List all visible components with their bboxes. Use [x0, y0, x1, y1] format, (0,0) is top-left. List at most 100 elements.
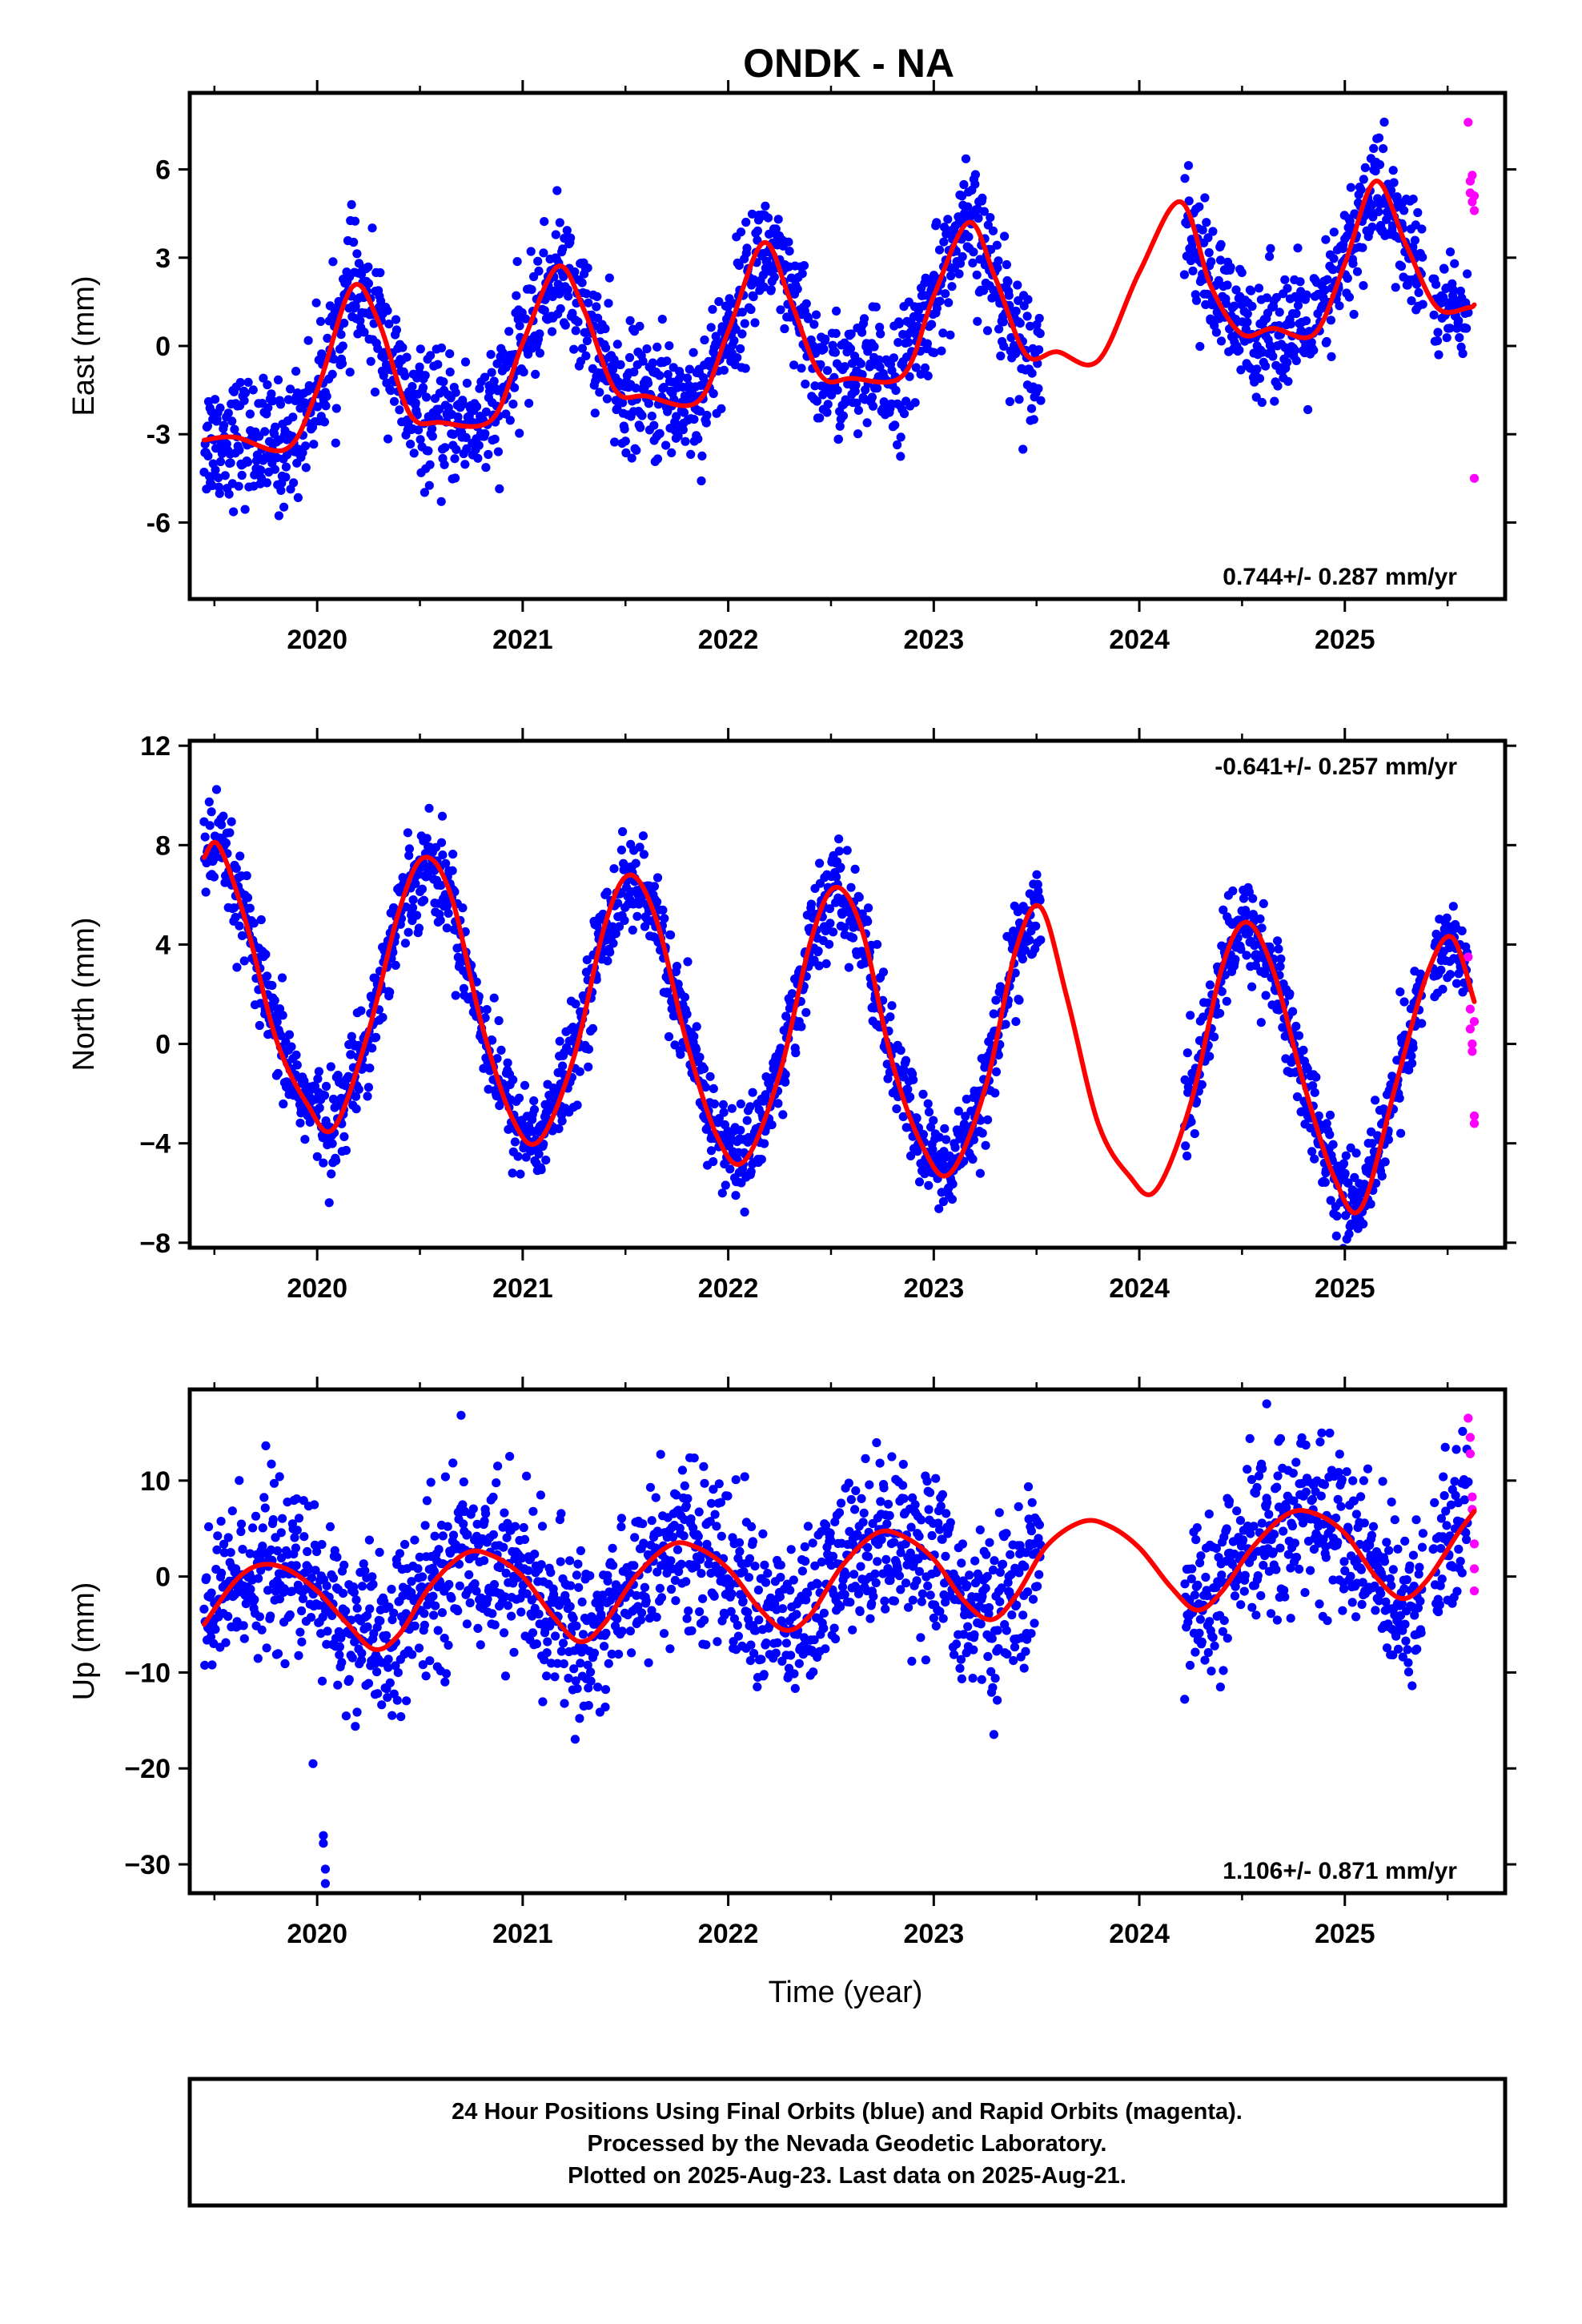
data-point — [1188, 266, 1198, 275]
data-point — [224, 489, 234, 499]
data-point — [1203, 233, 1213, 243]
data-point — [1407, 1051, 1416, 1061]
data-point — [364, 1535, 374, 1545]
data-point — [273, 1546, 283, 1556]
data-point — [601, 343, 611, 352]
data-point — [540, 306, 549, 316]
data-point — [524, 1566, 533, 1575]
data-point — [417, 1582, 427, 1592]
data-point — [759, 282, 769, 292]
data-point — [822, 366, 833, 376]
data-point — [416, 344, 425, 354]
data-point — [1408, 1043, 1418, 1052]
data-point — [1247, 982, 1257, 991]
data-point — [729, 336, 739, 345]
data-point — [911, 329, 921, 339]
data-point — [868, 401, 878, 411]
data-point — [905, 1092, 915, 1102]
data-point — [942, 1135, 951, 1144]
data-point — [253, 1654, 263, 1663]
data-point — [709, 1485, 718, 1494]
data-point — [853, 429, 863, 439]
data-point — [584, 1062, 593, 1072]
data-point — [874, 355, 884, 364]
data-point — [436, 915, 445, 925]
data-point — [1469, 473, 1480, 483]
data-point — [873, 939, 882, 949]
data-point — [592, 292, 602, 301]
data-point — [235, 445, 244, 455]
data-point — [566, 1581, 576, 1590]
data-point — [934, 245, 945, 255]
data-point — [354, 1084, 363, 1094]
data-point — [1006, 333, 1016, 343]
data-point — [410, 1535, 420, 1545]
data-point — [425, 460, 435, 469]
data-point — [363, 1622, 372, 1632]
data-point — [204, 1522, 214, 1532]
data-point — [845, 344, 856, 353]
data-point — [912, 1113, 921, 1123]
data-point — [602, 887, 612, 897]
data-point — [292, 1526, 302, 1535]
data-point — [1356, 185, 1366, 195]
data-point — [1326, 1196, 1335, 1205]
data-point — [336, 1633, 346, 1642]
data-point — [1029, 415, 1038, 424]
data-point — [1343, 231, 1352, 240]
data-point — [488, 1530, 499, 1539]
data-point — [263, 403, 273, 412]
data-point — [351, 1722, 360, 1731]
data-point — [248, 385, 258, 395]
data-point — [533, 256, 543, 266]
data-point — [267, 1459, 276, 1469]
data-point — [263, 971, 272, 981]
data-point — [448, 1458, 458, 1468]
point-layer — [199, 1399, 1480, 1888]
data-point — [231, 863, 241, 873]
data-point — [1293, 243, 1303, 253]
data-point — [572, 1100, 582, 1110]
data-point — [692, 1562, 701, 1571]
data-point — [287, 1586, 297, 1596]
data-point — [709, 1099, 720, 1109]
data-point — [315, 1103, 324, 1113]
data-point — [785, 247, 794, 256]
x-tick-label: 2021 — [492, 625, 553, 655]
data-point — [1018, 955, 1027, 964]
data-point — [640, 1582, 650, 1592]
data-point — [1256, 1018, 1266, 1027]
data-point — [1195, 342, 1205, 352]
x-tick-label: 2025 — [1315, 625, 1375, 655]
data-point — [238, 1545, 247, 1554]
data-point — [676, 1050, 685, 1059]
data-point — [396, 1712, 406, 1722]
data-point — [1211, 328, 1221, 337]
data-point — [1202, 218, 1211, 227]
data-point — [311, 1566, 320, 1575]
data-point — [496, 1045, 506, 1055]
data-point — [206, 1632, 215, 1642]
data-point — [526, 1146, 536, 1156]
data-point — [492, 1054, 502, 1063]
data-point — [357, 1582, 367, 1591]
data-point — [876, 329, 885, 339]
data-point — [414, 1643, 424, 1653]
data-point — [1266, 243, 1275, 253]
data-point — [436, 497, 446, 506]
x-tick-label: 2023 — [904, 625, 965, 655]
data-point — [878, 967, 889, 977]
data-point — [500, 1508, 509, 1518]
data-point — [834, 846, 844, 856]
data-point — [401, 902, 411, 912]
data-point — [620, 436, 630, 446]
data-point — [1458, 348, 1468, 359]
data-point — [266, 1611, 275, 1621]
data-point — [831, 328, 841, 338]
data-point — [307, 1573, 316, 1582]
data-point — [968, 258, 978, 267]
data-point — [1335, 301, 1344, 311]
data-point — [578, 1630, 588, 1639]
y-axis-label: East (mm) — [67, 275, 101, 416]
data-point — [1414, 287, 1423, 297]
